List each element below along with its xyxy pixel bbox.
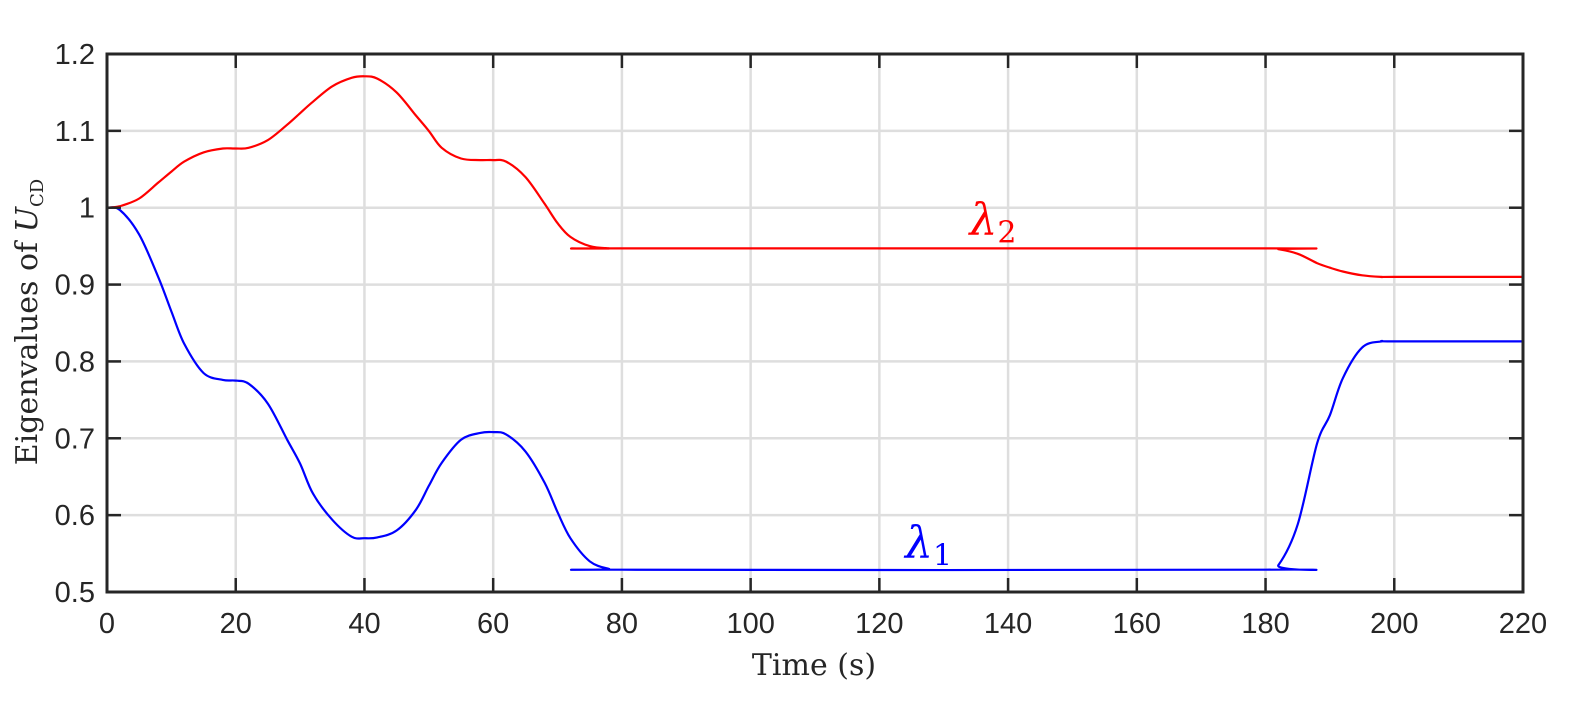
series-line-2 bbox=[106, 75, 1523, 279]
x-tick-label: 180 bbox=[1241, 608, 1289, 640]
y-axis-title-subscript: CD bbox=[27, 179, 48, 207]
y-tick-labels: 0.5 0.6 0.7 0.8 0.9 1 1.1 1.2 bbox=[55, 39, 95, 609]
y-axis-title: Eigenvalues of UCD bbox=[10, 179, 48, 465]
x-tick-label: 0 bbox=[99, 608, 115, 640]
y-tick-label: 0.8 bbox=[55, 346, 95, 378]
ticks bbox=[105, 52, 1525, 594]
x-tick-label: 20 bbox=[220, 608, 252, 640]
y-tick-label: 1.2 bbox=[55, 39, 95, 71]
series-label-1: λ1 bbox=[903, 517, 952, 573]
y-tick-label: 0.6 bbox=[55, 500, 95, 532]
x-tick-label: 220 bbox=[1499, 608, 1547, 640]
x-tick-label: 100 bbox=[726, 608, 774, 640]
x-tick-label: 140 bbox=[984, 608, 1032, 640]
plot-frame bbox=[105, 52, 1525, 594]
y-axis-title-text: Eigenvalues of bbox=[10, 232, 45, 465]
x-tick-label: 60 bbox=[477, 608, 509, 640]
x-tick-label: 40 bbox=[348, 608, 380, 640]
y-tick-label: 1 bbox=[79, 193, 95, 225]
series-label-2: λ2 bbox=[967, 195, 1016, 251]
x-tick-label: 160 bbox=[1113, 608, 1161, 640]
x-tick-label: 120 bbox=[855, 608, 903, 640]
y-tick-label: 0.7 bbox=[55, 423, 95, 455]
y-axis-title-symbol: U bbox=[10, 205, 45, 232]
x-tick-label: 80 bbox=[606, 608, 638, 640]
x-axis-title: Time (s) bbox=[752, 648, 876, 683]
x-tick-labels: 0 20 40 60 80 100 120 140 160 180 200 220 bbox=[99, 608, 1547, 640]
series-line-1 bbox=[106, 206, 1524, 572]
grid-lines bbox=[107, 54, 1523, 592]
series-lines bbox=[106, 75, 1524, 572]
y-tick-label: 0.5 bbox=[55, 577, 95, 609]
x-tick-label: 200 bbox=[1370, 608, 1418, 640]
y-tick-label: 1.1 bbox=[55, 116, 95, 148]
axes-frame bbox=[105, 52, 1525, 594]
series-labels: λ1 λ2 bbox=[903, 195, 1016, 574]
y-tick-label: 0.9 bbox=[55, 270, 95, 302]
